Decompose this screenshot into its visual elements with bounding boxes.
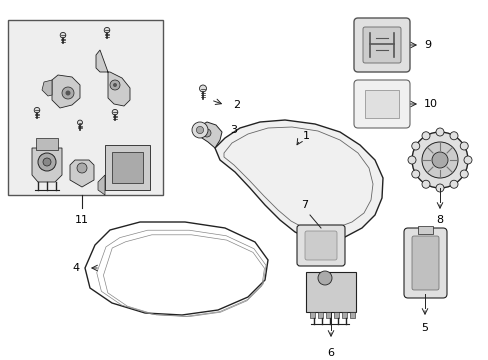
Circle shape	[449, 180, 457, 188]
Circle shape	[449, 132, 457, 140]
Bar	[305, 272, 355, 312]
Bar	[333, 312, 338, 318]
Circle shape	[34, 107, 40, 113]
Circle shape	[77, 163, 87, 173]
Circle shape	[65, 90, 70, 95]
Bar	[105, 145, 150, 190]
Circle shape	[463, 156, 471, 164]
Circle shape	[459, 142, 468, 150]
Circle shape	[431, 152, 447, 168]
Text: 4: 4	[73, 263, 80, 273]
Text: 6: 6	[327, 348, 334, 358]
FancyBboxPatch shape	[411, 236, 438, 290]
Circle shape	[60, 32, 66, 38]
Circle shape	[435, 128, 443, 136]
Text: 11: 11	[75, 215, 89, 225]
Bar	[36, 138, 58, 150]
Polygon shape	[329, 240, 343, 264]
Circle shape	[43, 158, 51, 166]
Circle shape	[196, 126, 203, 134]
Circle shape	[110, 80, 120, 90]
Bar	[317, 312, 323, 318]
Bar	[364, 90, 398, 118]
Circle shape	[459, 170, 468, 178]
Polygon shape	[52, 75, 80, 108]
Circle shape	[421, 132, 429, 140]
FancyBboxPatch shape	[353, 18, 409, 72]
FancyBboxPatch shape	[353, 80, 409, 128]
Bar	[341, 312, 346, 318]
Circle shape	[421, 180, 429, 188]
FancyBboxPatch shape	[403, 228, 446, 298]
Bar	[112, 152, 142, 183]
Bar	[417, 226, 432, 234]
Circle shape	[78, 120, 82, 125]
Circle shape	[421, 142, 457, 178]
Polygon shape	[215, 120, 382, 240]
Bar	[309, 312, 314, 318]
FancyBboxPatch shape	[296, 225, 345, 266]
FancyBboxPatch shape	[362, 27, 400, 63]
Polygon shape	[98, 175, 105, 195]
Circle shape	[411, 170, 419, 178]
Text: 10: 10	[423, 99, 437, 109]
Polygon shape	[70, 160, 94, 187]
Circle shape	[407, 156, 415, 164]
Polygon shape	[42, 80, 52, 96]
Text: 2: 2	[232, 100, 240, 110]
Text: 5: 5	[421, 323, 427, 333]
Circle shape	[203, 129, 210, 137]
Circle shape	[104, 27, 110, 33]
Circle shape	[112, 109, 118, 115]
Polygon shape	[32, 148, 62, 182]
Circle shape	[62, 87, 74, 99]
Circle shape	[192, 122, 207, 138]
FancyBboxPatch shape	[305, 231, 336, 260]
Text: 9: 9	[423, 40, 430, 50]
Circle shape	[411, 132, 467, 188]
Text: 1: 1	[303, 131, 309, 141]
Circle shape	[199, 85, 206, 92]
Circle shape	[317, 271, 331, 285]
Bar	[325, 312, 330, 318]
Polygon shape	[96, 50, 130, 106]
Text: 3: 3	[229, 125, 237, 135]
Circle shape	[113, 83, 117, 87]
Bar	[8, 20, 163, 195]
Text: 7: 7	[301, 200, 308, 210]
Circle shape	[411, 142, 419, 150]
Bar	[349, 312, 354, 318]
Circle shape	[38, 153, 56, 171]
Text: 8: 8	[436, 215, 443, 225]
Polygon shape	[198, 122, 222, 148]
Circle shape	[435, 184, 443, 192]
